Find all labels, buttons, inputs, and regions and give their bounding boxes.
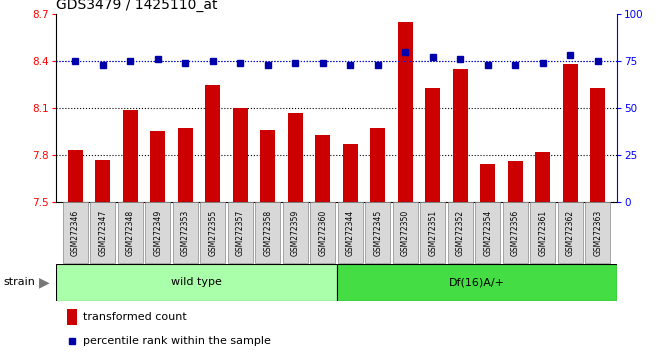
Bar — [95, 160, 110, 202]
Bar — [233, 108, 248, 202]
FancyBboxPatch shape — [475, 202, 500, 263]
Text: GSM272360: GSM272360 — [318, 210, 327, 256]
FancyBboxPatch shape — [255, 202, 280, 263]
Text: GSM272357: GSM272357 — [236, 210, 245, 256]
Text: GSM272352: GSM272352 — [456, 210, 465, 256]
FancyBboxPatch shape — [90, 202, 115, 263]
Bar — [123, 109, 138, 202]
Bar — [205, 85, 220, 202]
Text: wild type: wild type — [171, 277, 222, 287]
Text: ▶: ▶ — [39, 275, 50, 289]
Bar — [563, 64, 578, 202]
Text: GSM272345: GSM272345 — [374, 210, 382, 256]
FancyBboxPatch shape — [118, 202, 143, 263]
Text: percentile rank within the sample: percentile rank within the sample — [83, 336, 271, 346]
Text: GSM272346: GSM272346 — [71, 210, 80, 256]
Bar — [150, 131, 166, 202]
Text: GSM272363: GSM272363 — [593, 210, 603, 256]
Bar — [343, 144, 358, 202]
Text: GSM272350: GSM272350 — [401, 210, 410, 256]
FancyBboxPatch shape — [228, 202, 253, 263]
Bar — [453, 69, 468, 202]
Bar — [425, 88, 440, 202]
Bar — [178, 128, 193, 202]
Text: GSM272347: GSM272347 — [98, 210, 108, 256]
Text: GSM272359: GSM272359 — [291, 210, 300, 256]
Text: GSM272353: GSM272353 — [181, 210, 190, 256]
FancyBboxPatch shape — [310, 202, 335, 263]
Bar — [398, 22, 413, 202]
FancyBboxPatch shape — [448, 202, 473, 263]
FancyBboxPatch shape — [173, 202, 198, 263]
Text: GSM272362: GSM272362 — [566, 210, 575, 256]
Bar — [337, 264, 617, 301]
FancyBboxPatch shape — [585, 202, 610, 263]
FancyBboxPatch shape — [145, 202, 170, 263]
Text: strain: strain — [3, 277, 35, 287]
FancyBboxPatch shape — [531, 202, 555, 263]
Text: GSM272355: GSM272355 — [209, 210, 217, 256]
FancyBboxPatch shape — [393, 202, 418, 263]
Text: GSM272351: GSM272351 — [428, 210, 438, 256]
Bar — [288, 113, 303, 202]
Bar — [480, 164, 496, 202]
FancyBboxPatch shape — [558, 202, 583, 263]
Bar — [370, 128, 385, 202]
Text: GDS3479 / 1425110_at: GDS3479 / 1425110_at — [56, 0, 218, 12]
Text: GSM272354: GSM272354 — [483, 210, 492, 256]
Text: transformed count: transformed count — [83, 312, 187, 322]
Text: GSM272344: GSM272344 — [346, 210, 355, 256]
Text: GSM272356: GSM272356 — [511, 210, 520, 256]
FancyBboxPatch shape — [201, 202, 225, 263]
Bar — [68, 150, 83, 202]
FancyBboxPatch shape — [503, 202, 528, 263]
Bar — [260, 130, 275, 202]
Bar — [56, 264, 337, 301]
Bar — [590, 88, 605, 202]
Text: GSM272361: GSM272361 — [539, 210, 547, 256]
Bar — [535, 152, 550, 202]
FancyBboxPatch shape — [338, 202, 363, 263]
Text: GSM272349: GSM272349 — [153, 210, 162, 256]
Text: GSM272358: GSM272358 — [263, 210, 273, 256]
FancyBboxPatch shape — [366, 202, 390, 263]
Text: GSM272348: GSM272348 — [126, 210, 135, 256]
Bar — [508, 161, 523, 202]
FancyBboxPatch shape — [63, 202, 88, 263]
Bar — [67, 309, 77, 325]
Text: Df(16)A/+: Df(16)A/+ — [449, 277, 505, 287]
FancyBboxPatch shape — [283, 202, 308, 263]
Bar — [315, 135, 331, 202]
FancyBboxPatch shape — [420, 202, 446, 263]
